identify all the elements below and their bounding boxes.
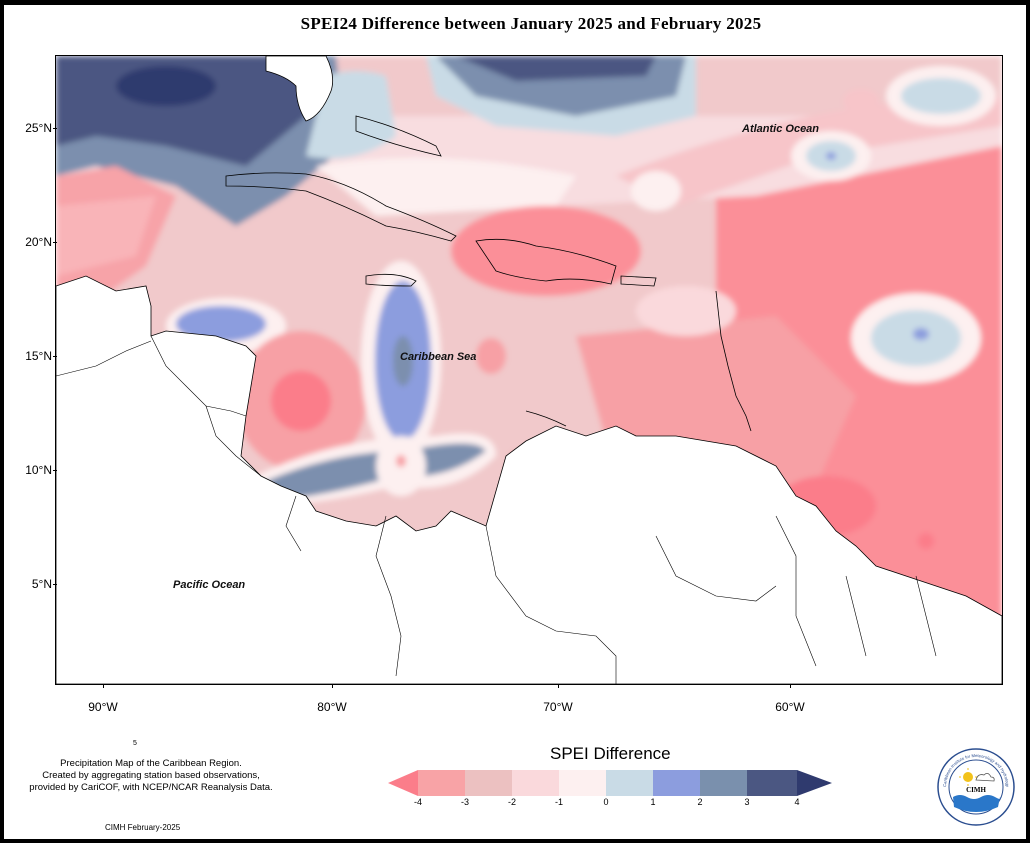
- logo-org-name: CIMH: [966, 786, 986, 794]
- legend-label: 4: [794, 797, 800, 807]
- atlantic-ocean-label: Atlantic Ocean: [742, 123, 820, 135]
- map-title: SPEI24 Difference between January 2025 a…: [300, 14, 762, 33]
- lat-tick: [53, 242, 57, 243]
- legend-bin: [559, 770, 606, 796]
- legend-colorbar: [388, 770, 832, 796]
- legend-label: 0: [603, 797, 609, 807]
- lat-label-5n: 5°N: [31, 577, 52, 591]
- lat-tick: [53, 584, 57, 585]
- pacific-ocean-label: Pacific Ocean: [173, 579, 246, 591]
- legend-bin: [747, 770, 797, 796]
- legend-bin: [606, 770, 653, 796]
- date-stamp: CIMH February-2025: [105, 823, 181, 832]
- lon-label-80w: 80°W: [317, 700, 347, 714]
- legend-label: -4: [413, 797, 422, 807]
- lon-tick: [558, 684, 559, 688]
- cimh-logo: Caribbean Institute for Meteorology and …: [937, 748, 1015, 826]
- legend-bin: [700, 770, 747, 796]
- lon-tick: [790, 684, 791, 688]
- lon-tick: [332, 684, 333, 688]
- credit-line: Created by aggregating station based obs…: [42, 770, 260, 781]
- credit-text: Precipitation Map of the Caribbean Regio…: [6, 758, 296, 794]
- lon-label-60w: 60°W: [775, 700, 805, 714]
- lat-label-20n: 20°N: [25, 235, 52, 249]
- legend-label: 3: [744, 797, 750, 807]
- cloud-icon: [975, 773, 995, 782]
- lon-label-90w: 90°W: [88, 700, 118, 714]
- legend-label: -1: [554, 797, 563, 807]
- lat-tick: [53, 128, 57, 129]
- lon-tick: [103, 684, 104, 688]
- lat-tick: [53, 470, 57, 471]
- lat-label-25n: 25°N: [25, 121, 52, 135]
- credit-line: provided by CariCOF, with NCEP/NCAR Rean…: [29, 782, 273, 793]
- sun-icon: [963, 772, 973, 782]
- legend-arrow-left: [388, 770, 418, 796]
- lon-label-70w: 70°W: [543, 700, 573, 714]
- legend-bin: [418, 770, 465, 796]
- footer-mark: 5: [133, 740, 137, 747]
- legend-label: 2: [697, 797, 703, 807]
- spei-map: [55, 55, 1003, 685]
- legend-label: -3: [460, 797, 469, 807]
- lat-label-10n: 10°N: [25, 463, 52, 477]
- lat-tick: [53, 356, 57, 357]
- waves-icon: [953, 795, 1001, 812]
- legend-arrow-right: [797, 770, 832, 796]
- legend-bin: [512, 770, 559, 796]
- legend-title: SPEI Difference: [550, 744, 671, 763]
- legend-bin: [653, 770, 700, 796]
- legend-bin: [465, 770, 512, 796]
- credit-line: Precipitation Map of the Caribbean Regio…: [60, 758, 242, 769]
- legend-label: -2: [507, 797, 516, 807]
- caribbean-sea-label: Caribbean Sea: [400, 351, 477, 363]
- legend-label: 1: [650, 797, 656, 807]
- lat-label-15n: 15°N: [25, 349, 52, 363]
- spei-field: [56, 56, 1002, 684]
